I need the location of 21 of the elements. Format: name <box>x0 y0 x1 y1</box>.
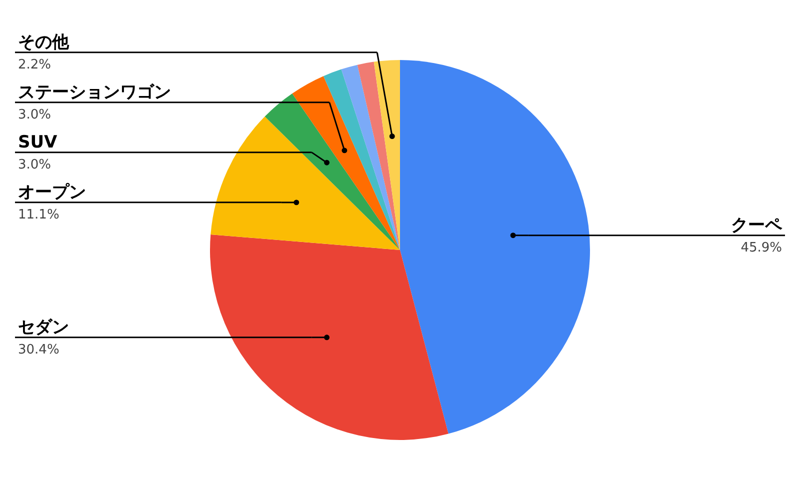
pie-slice <box>264 94 400 250</box>
data-label: 30.4% <box>18 342 60 358</box>
pie-slice <box>210 116 400 250</box>
slice-label: オープン <box>18 182 86 202</box>
pie-slice <box>341 64 400 250</box>
slice-label: クーペ <box>731 215 783 236</box>
slice-label: ステーションワゴン <box>18 82 171 102</box>
data-label: 11.1% <box>18 207 60 222</box>
data-label: 3.0% <box>18 107 52 122</box>
pie-slice <box>400 60 590 434</box>
pie-slice <box>374 60 400 250</box>
data-label: 2.2% <box>18 57 52 72</box>
pie-slice <box>292 76 400 250</box>
slice-label: セダン <box>18 317 69 338</box>
data-label: 3.0% <box>18 157 52 172</box>
slice-label: SUV <box>18 132 58 152</box>
pie-slice <box>357 62 400 250</box>
data-label: 45.9% <box>740 240 782 256</box>
slice-label: その他 <box>18 32 70 52</box>
pie-slice <box>323 69 400 250</box>
pie-slice <box>210 234 448 440</box>
